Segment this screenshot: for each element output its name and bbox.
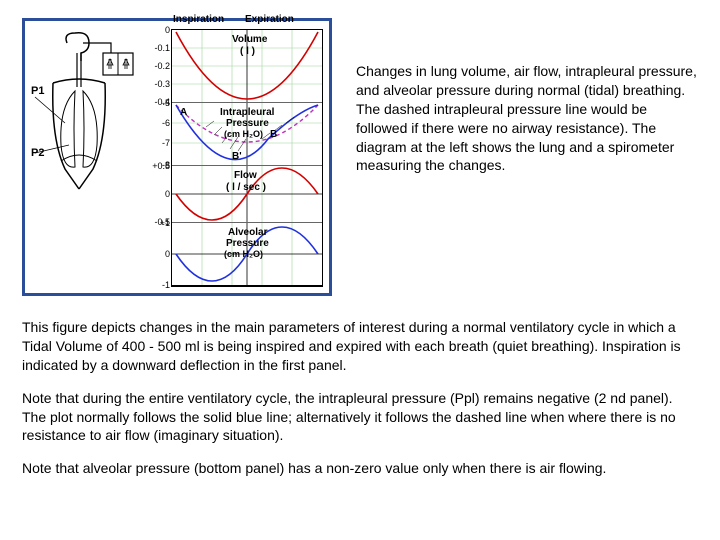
figure-frame: P1 P2 Inspiration Expiration — [22, 18, 332, 296]
panel-volume: Volume ( l ) 0 -0.1 -0.2 -0.3 -0.4 — [172, 30, 322, 103]
panels-wrapper: Inspiration Expiration — [147, 29, 323, 287]
figure-and-caption-row: P1 P2 Inspiration Expiration — [22, 18, 698, 296]
intrapleural-title: Intrapleural — [220, 107, 275, 118]
volume-units: ( l ) — [240, 46, 255, 57]
intrapleural-title2: Pressure — [226, 118, 269, 129]
alveolar-units: (cm H₂O) — [224, 249, 263, 259]
lung-diagram: P1 P2 — [31, 29, 141, 287]
alveolar-title2: Pressure — [226, 238, 269, 249]
p1-label: P1 — [31, 85, 44, 97]
alveolar-title: Alveolar — [228, 227, 268, 238]
flow-units: ( l / sec ) — [226, 182, 266, 193]
paragraph-3: Note that alveolar pressure (bottom pane… — [22, 459, 698, 478]
panel-intrapleural: A B B' Intrapleural Pressure (cm H₂O) — [172, 103, 322, 166]
lung-svg — [31, 29, 141, 199]
volume-title: Volume — [232, 34, 268, 45]
panel-alveolar: Alveolar Pressure (cm H₂O) +1 0 -1 — [172, 223, 322, 286]
panels-column: Volume ( l ) 0 -0.1 -0.2 -0.3 -0.4 — [171, 29, 323, 287]
paragraph-2: Note that during the entire ventilatory … — [22, 389, 698, 446]
expiration-label: Expiration — [245, 14, 294, 25]
p2-label: P2 — [31, 147, 44, 159]
panel-flow: Flow ( l / sec ) +0.5 0 -0.5 — [172, 166, 322, 223]
intrapleural-units: (cm H₂O) — [224, 129, 263, 139]
side-caption: Changes in lung volume, air flow, intrap… — [356, 18, 698, 175]
marker-a: A — [180, 107, 187, 118]
inspiration-label: Inspiration — [173, 14, 224, 25]
paragraph-1: This figure depicts changes in the main … — [22, 318, 698, 375]
marker-bprime: B' — [232, 151, 242, 162]
flow-title: Flow — [234, 170, 257, 181]
marker-b: B — [270, 129, 277, 140]
